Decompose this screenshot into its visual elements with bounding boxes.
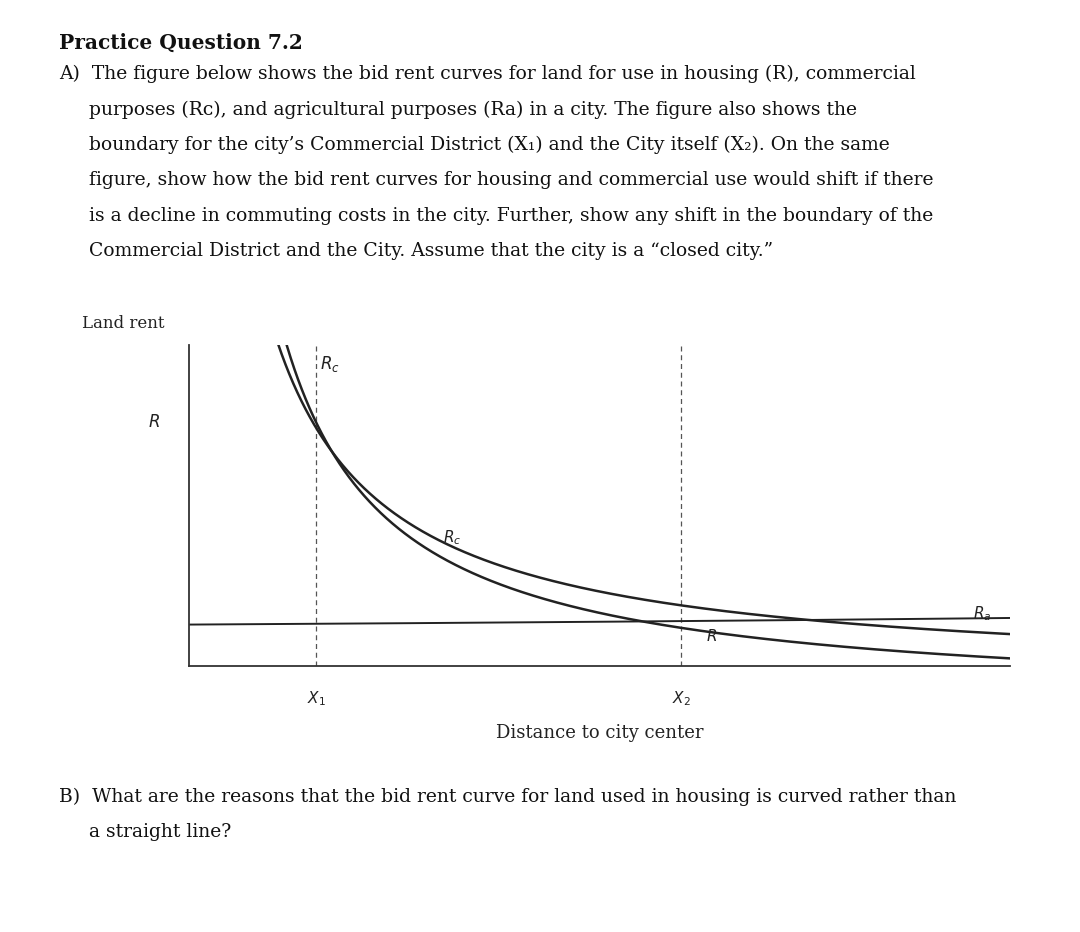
Text: $X_1$: $X_1$ bbox=[307, 689, 326, 707]
Text: $X_2$: $X_2$ bbox=[672, 689, 691, 707]
Text: purposes (Rᴄ), and agricultural purposes (Ra) in a city. The figure also shows t: purposes (Rᴄ), and agricultural purposes… bbox=[59, 101, 858, 119]
Text: $R_c$: $R_c$ bbox=[444, 528, 462, 547]
Text: boundary for the city’s Commercial District (X₁) and the City itself (X₂). On th: boundary for the city’s Commercial Distr… bbox=[59, 136, 890, 155]
Text: $R_a$: $R_a$ bbox=[973, 604, 991, 623]
Text: $R$: $R$ bbox=[706, 628, 717, 644]
Text: B)  What are the reasons that the bid rent curve for land used in housing is cur: B) What are the reasons that the bid ren… bbox=[59, 788, 957, 806]
Text: Land rent: Land rent bbox=[82, 315, 165, 332]
Text: figure, show how the bid rent curves for housing and commercial use would shift : figure, show how the bid rent curves for… bbox=[59, 171, 934, 189]
Text: a straight line?: a straight line? bbox=[59, 823, 231, 841]
Text: Commercial District and the City. Assume that the city is a “closed city.”: Commercial District and the City. Assume… bbox=[59, 242, 773, 260]
Text: Practice Question 7.2: Practice Question 7.2 bbox=[59, 33, 303, 52]
Text: Distance to city center: Distance to city center bbox=[496, 724, 703, 742]
Text: A)  The figure below shows the bid rent curves for land for use in housing (R), : A) The figure below shows the bid rent c… bbox=[59, 65, 916, 84]
Text: $R_c$: $R_c$ bbox=[321, 354, 340, 375]
Text: $R$: $R$ bbox=[148, 414, 160, 431]
Text: is a decline in commuting costs in the city. Further, show any shift in the boun: is a decline in commuting costs in the c… bbox=[59, 207, 933, 225]
